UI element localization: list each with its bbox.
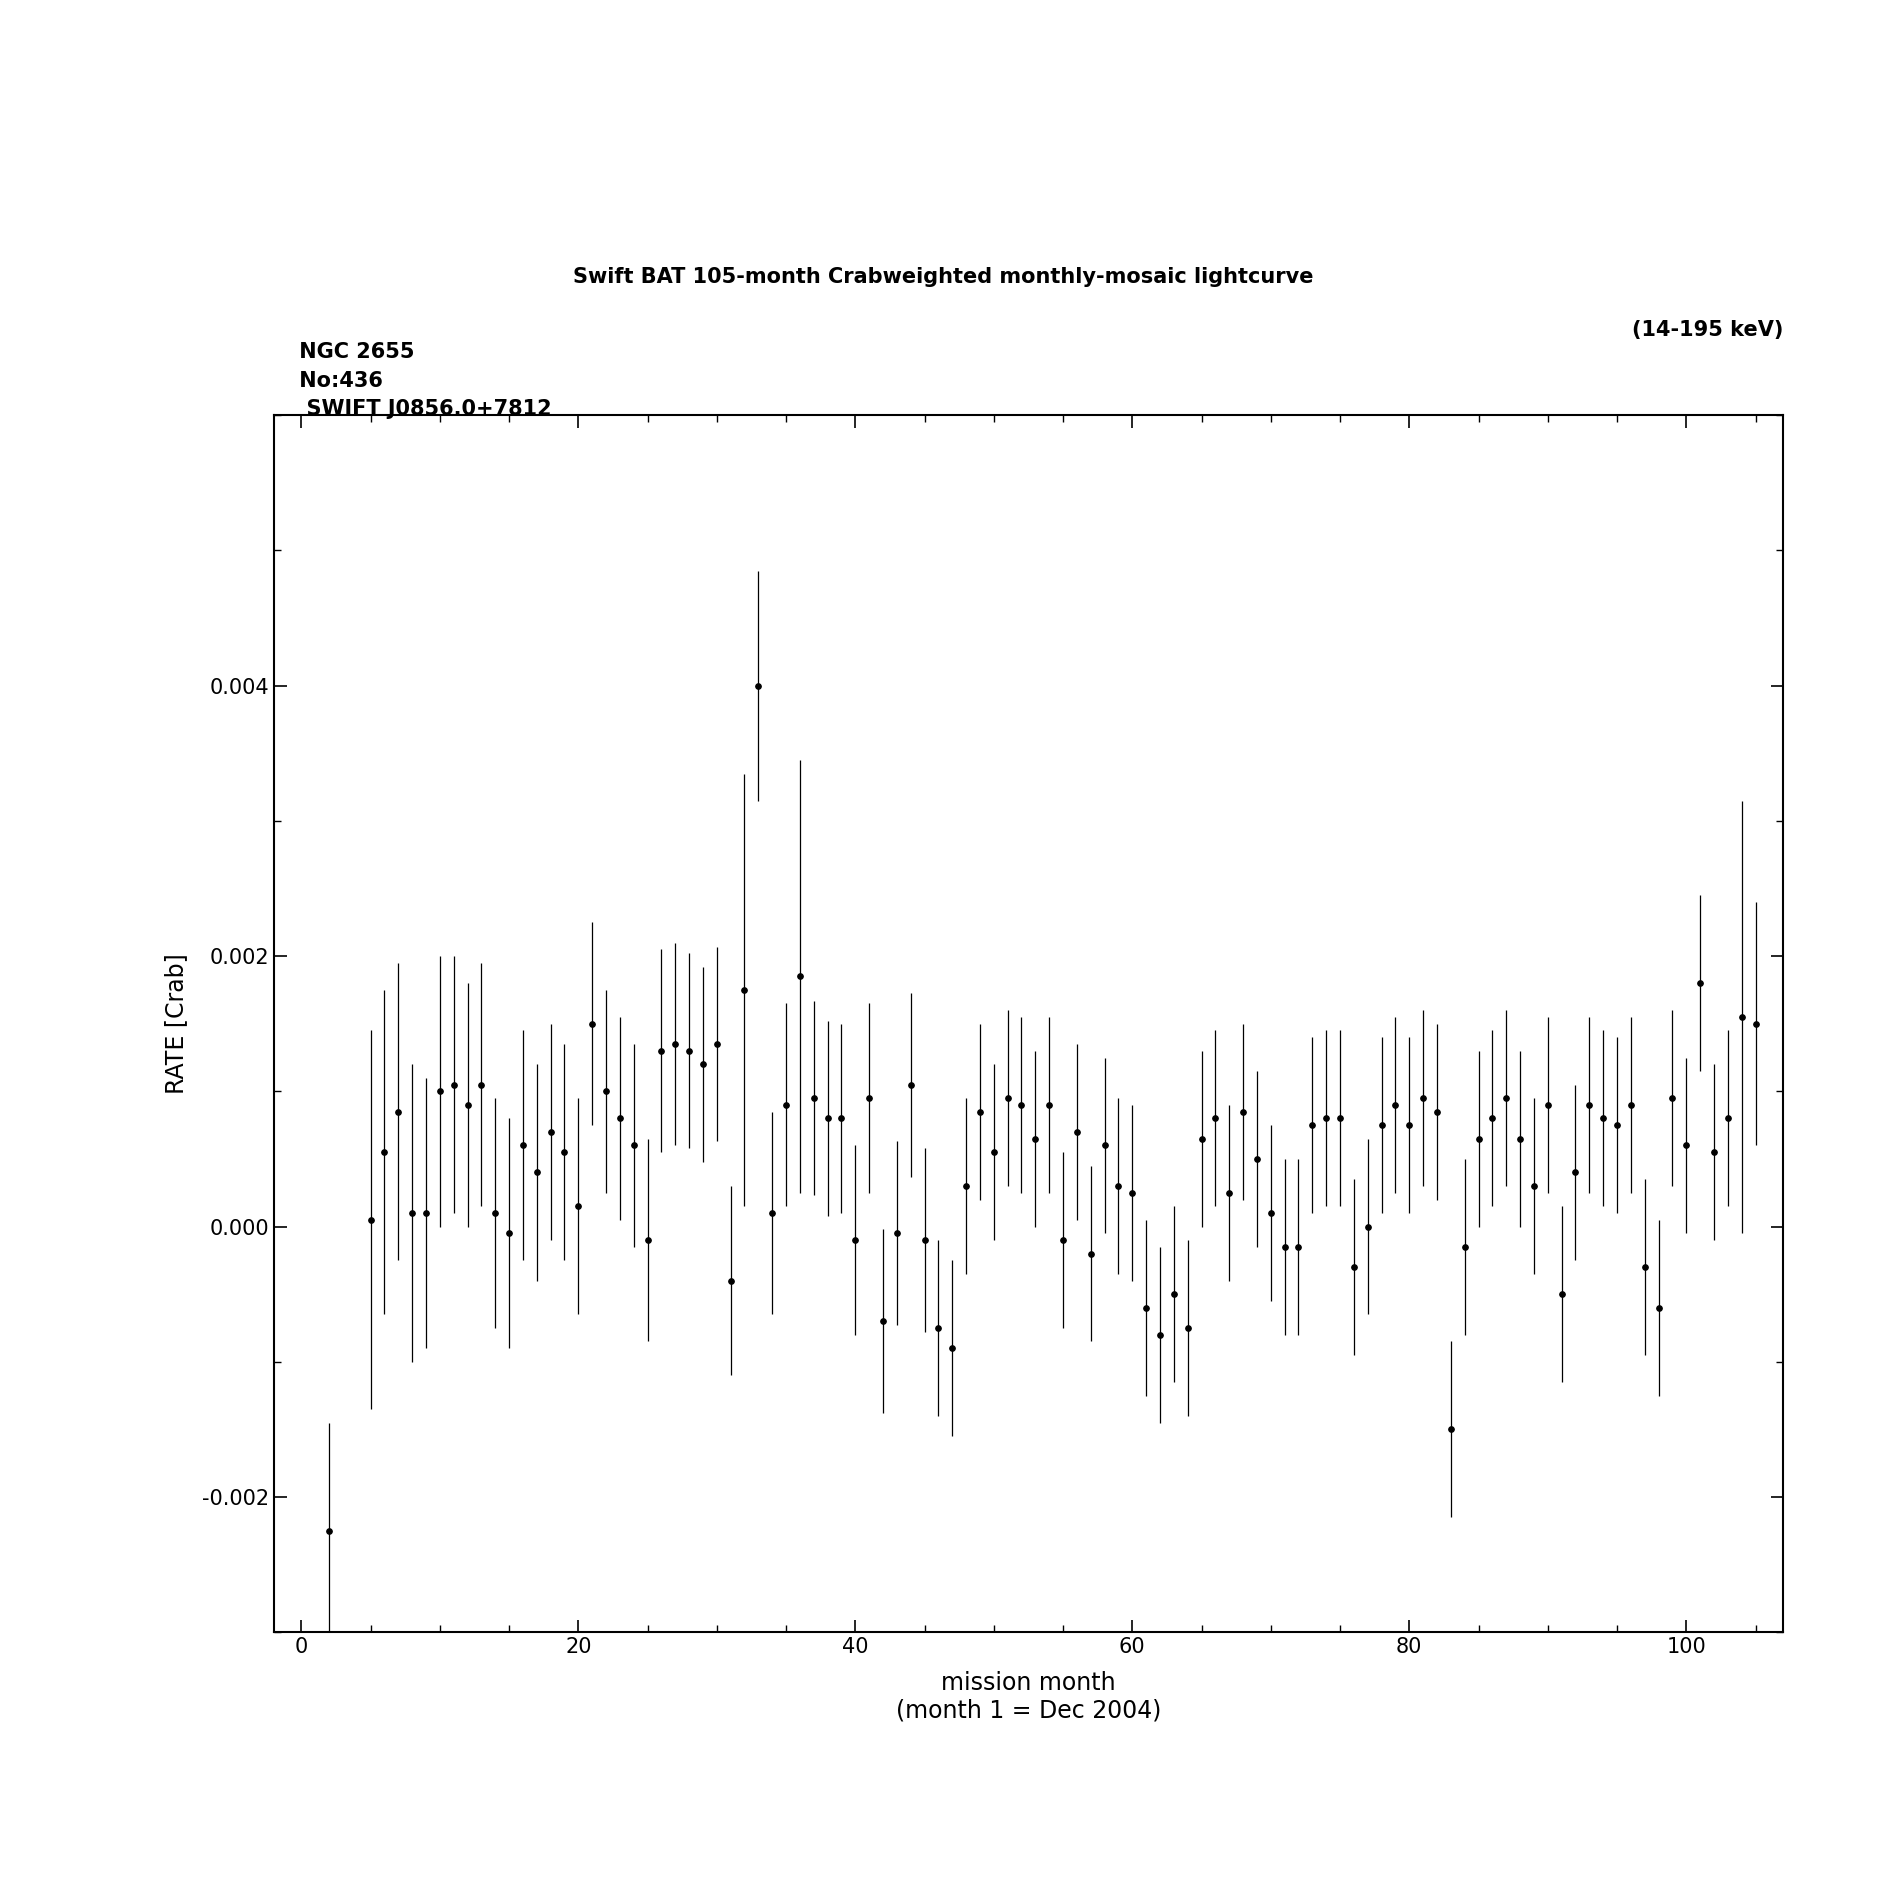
Text: No:436: No:436 [292, 370, 383, 391]
Text: Swift BAT 105-month Crabweighted monthly-mosaic lightcurve: Swift BAT 105-month Crabweighted monthly… [574, 266, 1313, 287]
X-axis label: mission month
(month 1 = Dec 2004): mission month (month 1 = Dec 2004) [896, 1672, 1161, 1723]
Text: (14-195 keV): (14-195 keV) [1632, 319, 1783, 340]
Text: SWIFT J0856.0+7812: SWIFT J0856.0+7812 [292, 398, 553, 419]
Text: NGC 2655: NGC 2655 [292, 342, 415, 362]
Y-axis label: RATE [Crab]: RATE [Crab] [164, 953, 187, 1094]
